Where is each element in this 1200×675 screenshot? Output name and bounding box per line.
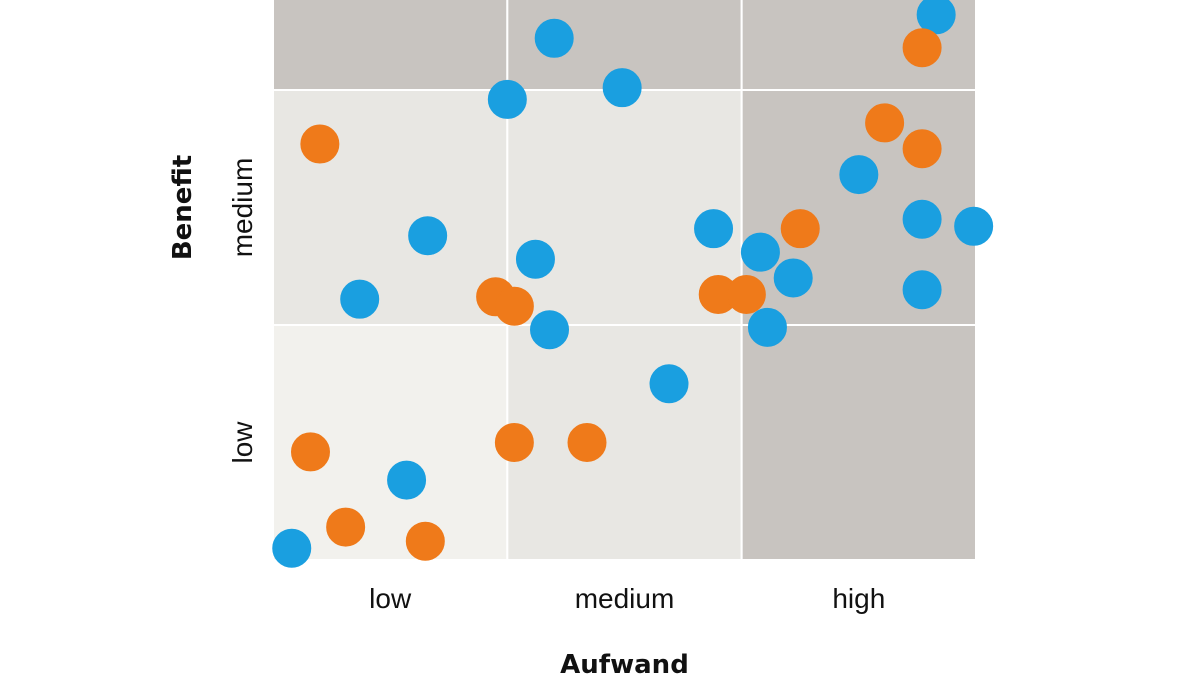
x-tick-label: medium [575,583,675,614]
y-tick-label: low [227,421,258,464]
y-axis-title: Benefit [168,155,198,260]
data-point [694,209,734,249]
data-point [515,239,555,279]
data-point [916,0,956,35]
y-axis-ticks: low medium high [227,158,258,464]
data-point [902,199,942,239]
data-point [902,129,942,169]
quadrant-cell [740,324,978,561]
quadrant-cell [272,89,509,326]
quadrant-cell [506,324,743,561]
data-point [773,258,813,298]
data-point [902,270,942,310]
y-tick-label: medium [227,158,258,258]
data-point [780,209,820,249]
data-point [534,18,574,58]
data-point [839,155,879,195]
quadrant-cell [272,0,509,91]
data-point [567,423,607,462]
x-axis-title: Aufwand [560,650,689,675]
data-point [902,28,942,68]
data-point [272,528,312,568]
data-point [487,79,527,119]
data-point [405,521,445,561]
data-point [387,460,427,500]
data-point [290,432,330,472]
data-point [494,286,534,326]
x-tick-label: low [369,583,412,614]
x-tick-label: high [832,583,885,614]
data-point [954,206,994,246]
data-point [494,423,534,462]
x-axis-ticks: low medium high [369,583,885,614]
data-point [649,364,689,404]
data-point [740,232,780,272]
data-point [408,216,448,256]
data-point [726,274,766,314]
data-point [300,124,340,164]
data-points [272,0,994,568]
data-point [326,507,366,547]
data-point [602,68,642,108]
data-point [747,307,787,347]
data-point [340,279,380,319]
data-point [530,310,570,350]
data-point [865,103,905,143]
